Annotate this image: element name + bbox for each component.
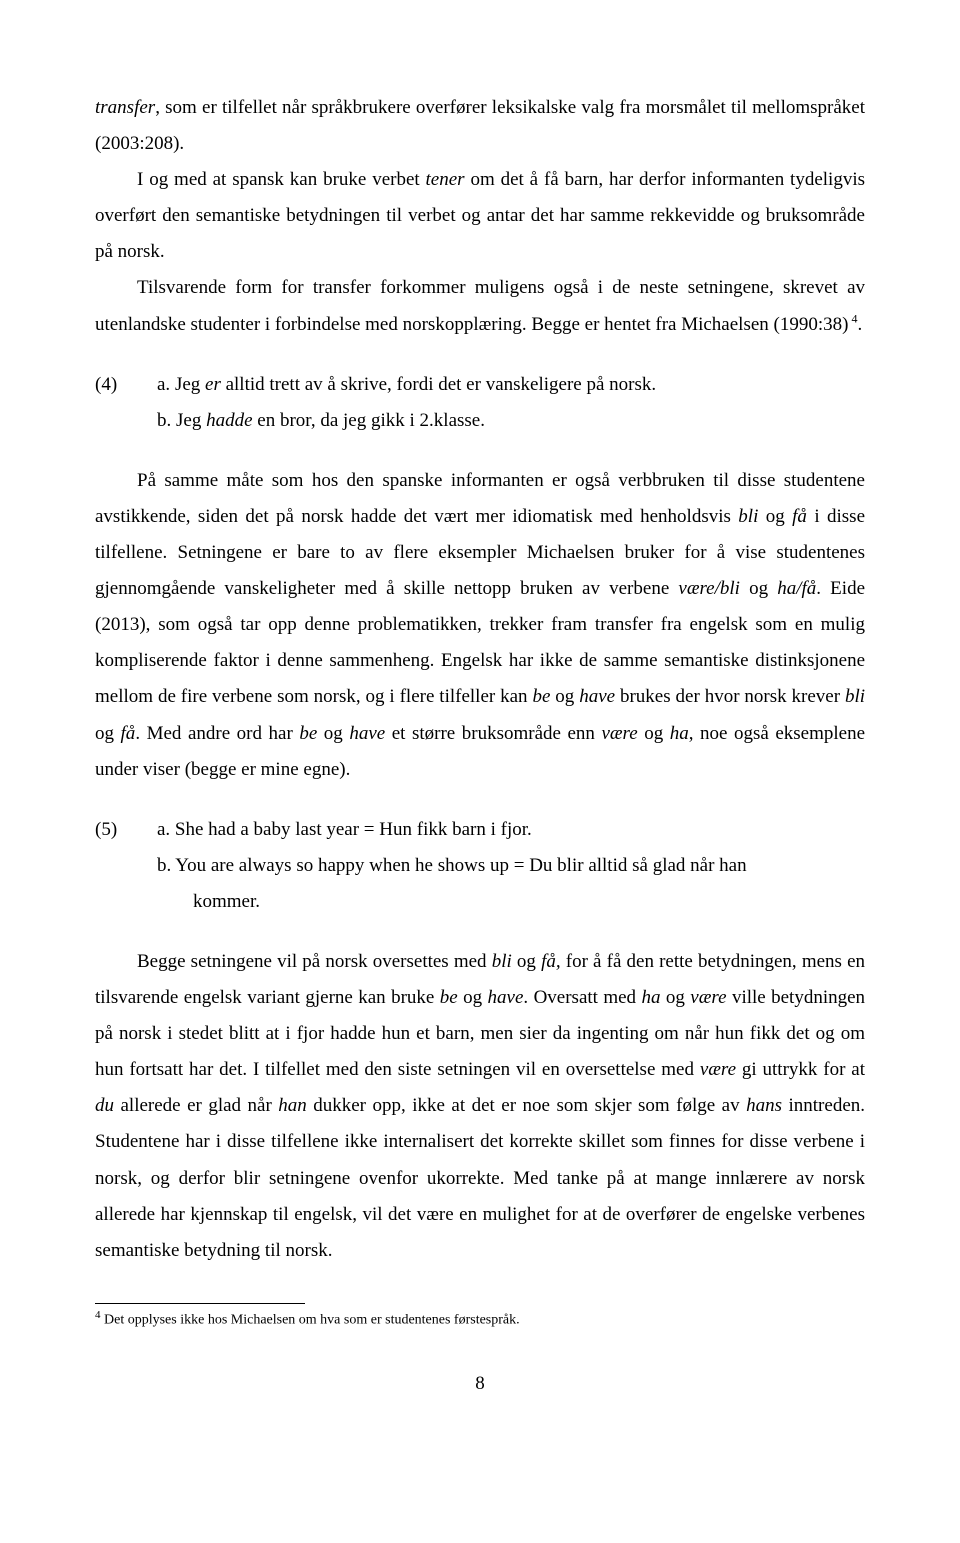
text: og xyxy=(740,578,777,599)
text: og xyxy=(458,987,488,1008)
term-have: have xyxy=(349,723,385,744)
term-er: er xyxy=(205,374,221,395)
text: I og med at spansk kan bruke verbet xyxy=(137,169,426,190)
text: gi uttrykk for at xyxy=(736,1059,865,1080)
term-du: du xyxy=(95,1095,114,1116)
example-5b-line2: kommer. xyxy=(157,884,865,920)
term-fa: få, xyxy=(541,951,561,972)
text: dukker opp, ikke at det er noe som skjer… xyxy=(307,1095,746,1116)
footnote-4: 4 Det opplyses ikke hos Michaelsen om hv… xyxy=(95,1308,865,1330)
example-body: a. Jeg er alltid trett av å skrive, ford… xyxy=(157,367,865,439)
term-tener: tener xyxy=(426,169,465,190)
text: brukes der hvor norsk krever xyxy=(615,686,845,707)
text: . Oversatt med xyxy=(523,987,641,1008)
page-number: 8 xyxy=(95,1366,865,1402)
term-be: be xyxy=(299,723,317,744)
text: og xyxy=(95,723,121,744)
term-fa: få xyxy=(792,506,807,527)
term-be: be xyxy=(532,686,550,707)
text: Tilsvarende form for transfer forkommer … xyxy=(95,277,865,334)
term-bli: bli xyxy=(492,951,512,972)
paragraph-2: I og med at spansk kan bruke verbet tene… xyxy=(95,162,865,270)
text: et større bruksområde enn xyxy=(385,723,601,744)
text: allerede er glad når xyxy=(114,1095,278,1116)
text: . Med andre ord har xyxy=(135,723,299,744)
term-ha: ha xyxy=(670,723,689,744)
term-ha: ha xyxy=(641,987,660,1008)
footnote-text: Det opplyses ikke hos Michaelsen om hva … xyxy=(101,1312,520,1327)
term-vaere-bli: være/bli xyxy=(678,578,740,599)
example-number: (5) xyxy=(95,812,157,920)
paragraph-5: Begge setningene vil på norsk oversettes… xyxy=(95,944,865,1269)
text: og xyxy=(550,686,579,707)
text: en bror, da jeg gikk i 2.klasse. xyxy=(253,410,485,431)
text: , som er tilfellet når språkbrukere over… xyxy=(95,97,865,154)
text: . xyxy=(857,314,862,335)
term-vaere: være xyxy=(700,1059,736,1080)
term-have: have xyxy=(579,686,615,707)
text: Jeg xyxy=(175,374,205,395)
term-bli: bli xyxy=(738,506,758,527)
example-4b: b. Jeg hadde en bror, da jeg gikk i 2.kl… xyxy=(157,403,865,439)
paragraph-3: Tilsvarende form for transfer forkommer … xyxy=(95,270,865,342)
page: transfer, som er tilfellet når språkbruk… xyxy=(0,0,960,1452)
term-have: have xyxy=(488,987,524,1008)
example-4a: a. Jeg er alltid trett av å skrive, ford… xyxy=(157,367,865,403)
text: og xyxy=(317,723,349,744)
text: og xyxy=(638,723,670,744)
paragraph-1: transfer, som er tilfellet når språkbruk… xyxy=(95,90,865,162)
term-transfer: transfer xyxy=(95,97,155,118)
example-4: (4) a. Jeg er alltid trett av å skrive, … xyxy=(95,367,865,439)
footnote-separator xyxy=(95,1303,305,1304)
term-han: han xyxy=(278,1095,307,1116)
example-label: b. xyxy=(157,410,176,431)
term-be: be xyxy=(440,987,458,1008)
term-hadde: hadde xyxy=(206,410,252,431)
text: og xyxy=(660,987,690,1008)
example-5a: a. She had a baby last year = Hun fikk b… xyxy=(157,812,865,848)
text: alltid trett av å skrive, fordi det er v… xyxy=(221,374,656,395)
term-fa: få xyxy=(121,723,136,744)
example-body: a. She had a baby last year = Hun fikk b… xyxy=(157,812,865,920)
example-number: (4) xyxy=(95,367,157,439)
text: og xyxy=(758,506,792,527)
text: og xyxy=(512,951,541,972)
term-hans: hans xyxy=(746,1095,782,1116)
text: Jeg xyxy=(176,410,206,431)
example-label: a. xyxy=(157,374,175,395)
term-ha-fa: ha/få xyxy=(777,578,816,599)
text: Begge setningene vil på norsk oversettes… xyxy=(137,951,492,972)
example-5b-line1: b. You are always so happy when he shows… xyxy=(157,848,865,884)
example-5: (5) a. She had a baby last year = Hun fi… xyxy=(95,812,865,920)
text: inntreden. Studentene har i disse tilfel… xyxy=(95,1095,865,1260)
paragraph-4: På samme måte som hos den spanske inform… xyxy=(95,463,865,788)
term-vaere: være xyxy=(601,723,637,744)
term-bli: bli xyxy=(845,686,865,707)
term-vaere: være xyxy=(690,987,726,1008)
